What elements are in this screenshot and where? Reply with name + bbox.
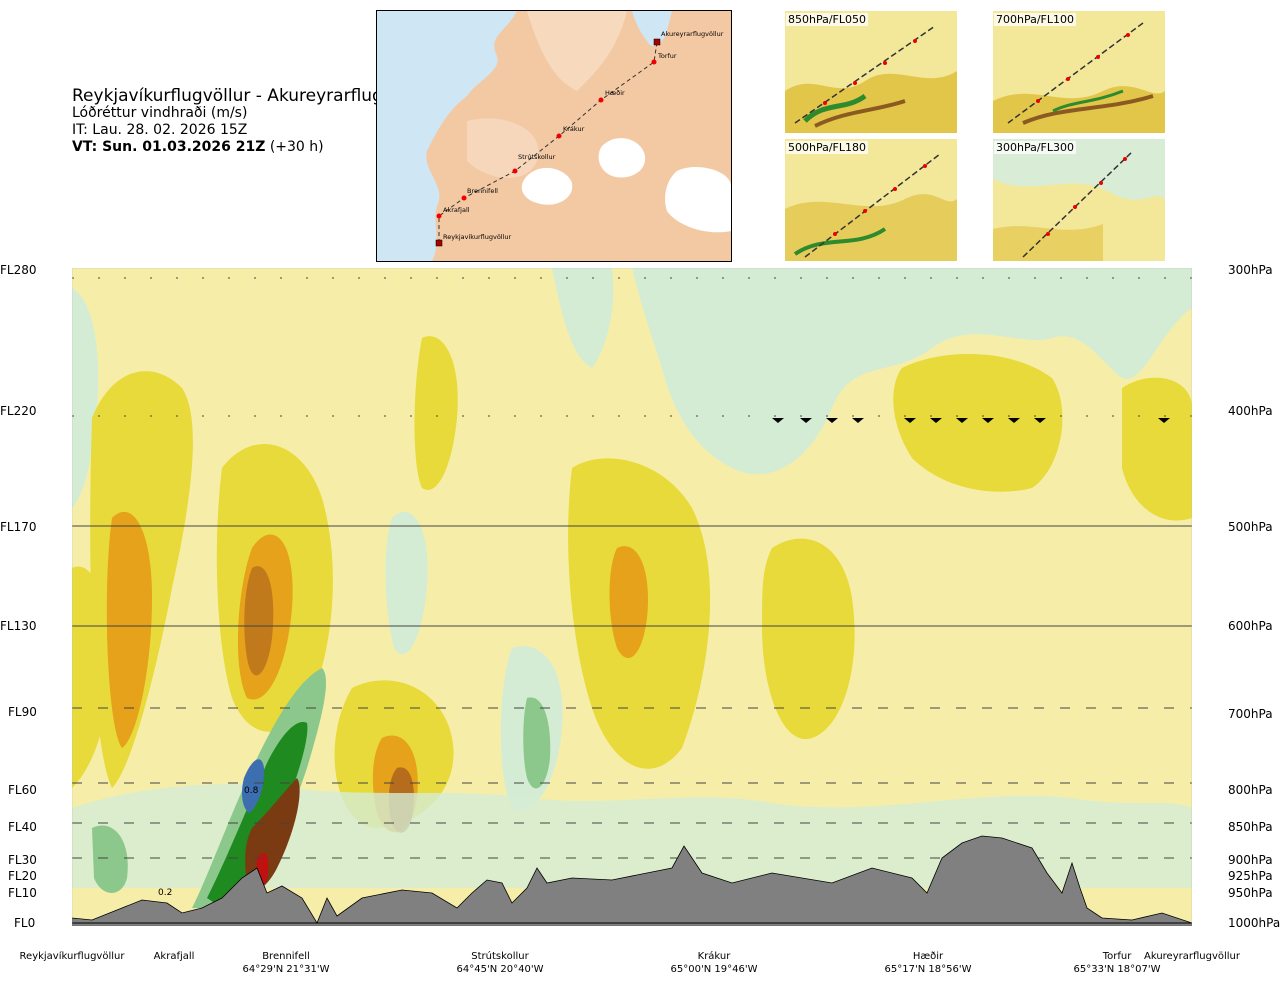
fl-label-fl30: FL30 — [8, 853, 37, 867]
pressure-label-700: 700hPa — [1228, 707, 1273, 721]
field-sink-edge — [72, 566, 111, 788]
map-label-haedir: Hæðir — [605, 89, 625, 97]
map-marker-haedir — [598, 97, 604, 103]
field-sink-upper-right — [893, 354, 1063, 492]
map-marker-reykjavik — [435, 239, 443, 247]
waypoint-strutskollur: Strútskollur 64°45'N 20°40'W — [456, 951, 544, 975]
thumbnail-850hpa-label: 850hPa/FL050 — [786, 13, 869, 26]
map-label-strutskollur: Strútskollur — [518, 153, 556, 161]
pressure-label-800: 800hPa — [1228, 783, 1273, 797]
title-block: Reykjavíkurflugvöllur - Akureyrarflugvöl… — [72, 88, 431, 156]
waypoint-haedir: Hæðir 65°17'N 18°56'W — [884, 951, 972, 975]
thumbnail-300hpa-map — [993, 139, 1165, 261]
field-lift-lowlevel — [72, 784, 1192, 888]
thumbnail-850hpa-map — [785, 11, 957, 133]
route-map-svg: Akureyrarflugvöllur Torfur Hæðir Krákur … — [377, 11, 731, 261]
field-lift-reykjavik — [92, 825, 128, 893]
waypoint-brennifell: Brennifell 64°29'N 21°31'W — [242, 951, 330, 975]
cross-section-svg: 0.8 0.2 — [71, 267, 1193, 927]
contour-label-max: 0.8 — [244, 786, 259, 796]
fl-label-fl10: FL10 — [8, 886, 37, 900]
pressure-label-1000: 1000hPa — [1228, 916, 1280, 930]
thumbnail-850hpa[interactable]: 850hPa/FL050 — [785, 11, 957, 133]
pressure-label-950: 950hPa — [1228, 886, 1273, 900]
route-title: Reykjavíkurflugvöllur - Akureyrarflugvöl… — [72, 86, 431, 106]
map-label-reykjavik: Reykjavíkurflugvöllur — [443, 233, 512, 241]
wind-barbs-strong — [772, 418, 1170, 423]
fl-label-fl130: FL130 — [0, 619, 37, 633]
thumbnail-300hpa-label: 300hPa/FL300 — [994, 141, 1077, 154]
map-marker-torfur — [651, 59, 657, 65]
map-marker-brennifell — [461, 195, 467, 201]
map-label-akureyri: Akureyrarflugvöllur — [661, 30, 724, 38]
field-lift-max — [241, 759, 265, 813]
fl-label-fl20: FL20 — [8, 869, 37, 883]
thumbnail-500hpa-label: 500hPa/FL180 — [786, 141, 869, 154]
pressure-label-300: 300hPa — [1228, 263, 1273, 277]
map-marker-akrafjall — [436, 213, 442, 219]
fl-label-fl90: FL90 — [8, 705, 37, 719]
cross-section: 0.8 0.2 — [71, 267, 1193, 927]
map-marker-akureyri — [653, 38, 661, 46]
pressure-label-500: 500hPa — [1228, 520, 1273, 534]
fl-label-fl280: FL280 — [0, 263, 37, 277]
issue-time: IT: Lau. 28. 02. 2026 15Z — [72, 122, 248, 138]
pressure-label-925: 925hPa — [1228, 869, 1273, 883]
pressure-label-600: 600hPa — [1228, 619, 1273, 633]
field-sink-core-left — [106, 511, 152, 748]
thumbnail-500hpa[interactable]: 500hPa/FL180 — [785, 139, 957, 261]
variable-title: Lóðréttur vindhraði (m/s) — [72, 105, 248, 121]
field-sink-upper-mid — [414, 336, 458, 490]
fl-label-fl220: FL220 — [0, 404, 37, 418]
field-lift-column — [552, 268, 614, 368]
thumbnail-500hpa-map — [785, 139, 957, 261]
field-lift-strutskollur-upper — [385, 511, 428, 655]
field-sink-far-right — [1122, 377, 1192, 521]
waypoint-akrafjall: Akrafjall — [153, 951, 195, 962]
wind-barbs — [72, 277, 1192, 859]
waypoint-akureyri: Akureyrarflugvöllur — [1143, 951, 1241, 962]
field-sink-mid — [762, 538, 855, 740]
pressure-label-850: 850hPa — [1228, 820, 1273, 834]
fl-label-fl170: FL170 — [0, 520, 37, 534]
thumbnail-700hpa-map — [993, 11, 1165, 133]
thumbnail-700hpa[interactable]: 700hPa/FL100 — [993, 11, 1165, 133]
fl-label-fl0: FL0 — [14, 916, 36, 930]
contour-label-akrafjall: 0.2 — [158, 888, 172, 898]
waypoint-reykjavik: Reykjavíkurflugvöllur — [19, 951, 125, 962]
terrain-profile — [71, 835, 1193, 927]
route-map: Akureyrarflugvöllur Torfur Hæðir Krákur … — [376, 10, 732, 262]
map-marker-strutskollur — [512, 168, 518, 174]
map-label-brennifell: Brennifell — [467, 187, 498, 195]
waypoint-krakur: Krákur 65°00'N 19°46'W — [670, 951, 758, 975]
waypoint-torfur: Torfur 65°33'N 18°07'W — [1073, 951, 1161, 975]
fl-label-fl60: FL60 — [8, 783, 37, 797]
pressure-label-400: 400hPa — [1228, 404, 1273, 418]
map-label-akrafjall: Akrafjall — [443, 206, 470, 214]
field-sink-max-upper — [244, 566, 274, 676]
valid-time: VT: Sun. 01.03.2026 21Z (+30 h) — [72, 139, 324, 155]
field-lift-brennifell-strong — [207, 722, 308, 908]
thumbnail-700hpa-label: 700hPa/FL100 — [994, 13, 1077, 26]
pressure-label-900: 900hPa — [1228, 853, 1273, 867]
field-lift-strutskollur-core — [523, 697, 551, 789]
map-marker-krakur — [556, 133, 562, 139]
fl-label-fl40: FL40 — [8, 820, 37, 834]
field-sink-core-krakur — [609, 546, 648, 658]
field-lift-upper — [632, 268, 1192, 475]
map-label-krakur: Krákur — [563, 125, 585, 133]
map-label-torfur: Torfur — [657, 52, 677, 60]
field-lift-left — [72, 288, 99, 508]
thumbnail-300hpa[interactable]: 300hPa/FL300 — [993, 139, 1165, 261]
